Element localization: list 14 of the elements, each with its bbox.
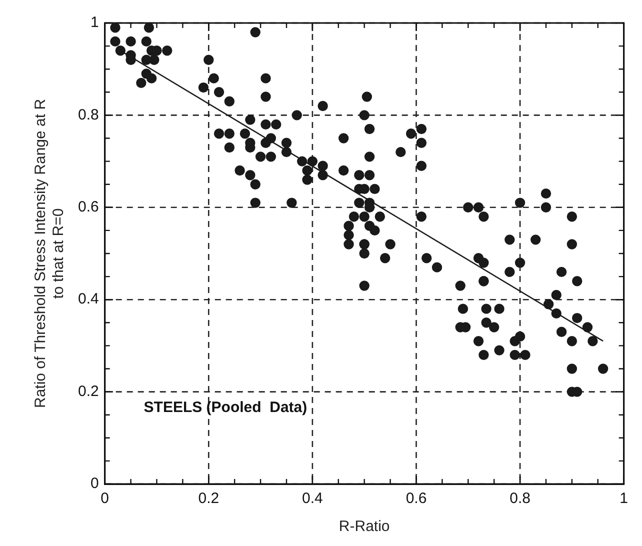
x-tick-label: 0.4 <box>302 490 323 508</box>
y-tick-label: 0.6 <box>78 198 99 216</box>
y-tick-label: 0.4 <box>78 290 99 308</box>
x-axis-title: R-Ratio <box>338 518 390 536</box>
x-tick-label: 0.8 <box>510 490 530 508</box>
y-tick-label: 0 <box>90 475 99 492</box>
y-axis-title: Ratio of Threshold Stress Intensity Range at R to that at R=0 <box>32 98 68 408</box>
y-tick-label: 1 <box>90 14 99 32</box>
y-tick-label: 0.2 <box>78 382 99 400</box>
y-tick-label: 0.8 <box>78 106 99 124</box>
x-tick-label: 0.6 <box>406 490 427 508</box>
annotation: STEELS (Pooled Data) <box>144 399 308 416</box>
x-tick-label: 1 <box>620 490 628 508</box>
x-tick-label: 0.2 <box>198 490 220 508</box>
